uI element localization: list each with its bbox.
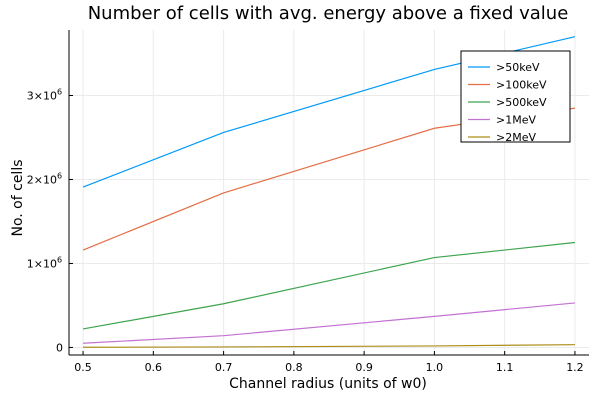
x-tick-label: 0.6 [145, 361, 163, 374]
chart-title: Number of cells with avg. energy above a… [88, 3, 569, 24]
tick-labels: 0.5 0.6 0.7 0.8 0.9 1.0 1.1 1.201×10 62×10 63×10 6 [27, 88, 584, 374]
y-tick-label: 3×10 [27, 90, 57, 103]
legend-label: >50keV [496, 61, 540, 74]
y-tick-exponent: 6 [57, 255, 62, 264]
series-line [83, 344, 575, 348]
y-tick-exponent: 6 [57, 171, 62, 180]
x-axis-label: Channel radius (units of w0) [229, 376, 427, 392]
x-tick-label: 0.7 [215, 361, 233, 374]
x-tick-label: 0.9 [355, 361, 373, 374]
series-line [83, 302, 576, 344]
legend-label: >100keV [496, 79, 547, 92]
x-tick-label: 0.5 [74, 361, 92, 374]
y-tick-label: 2×10 [27, 173, 57, 186]
x-tick-label: 0.8 [285, 361, 303, 374]
legend-label: >2MeV [496, 131, 536, 144]
legend: >50keV >100keV >500keV >1MeV >2MeV [460, 50, 571, 144]
x-tick-label: 1.1 [496, 361, 514, 374]
series-line [82, 241, 576, 330]
legend-label: >1MeV [496, 114, 536, 127]
x-tick-label: 1.2 [566, 361, 584, 374]
y-tick-exponent: 6 [57, 88, 62, 97]
legend-label: >500keV [496, 96, 547, 109]
y-tick-label: 0 [56, 341, 63, 354]
y-tick-label: 1×10 [27, 257, 57, 270]
axes [68, 30, 589, 356]
y-axis-label: No. of cells [10, 159, 26, 236]
legend-box [460, 50, 571, 143]
x-tick-label: 1.0 [426, 361, 444, 374]
